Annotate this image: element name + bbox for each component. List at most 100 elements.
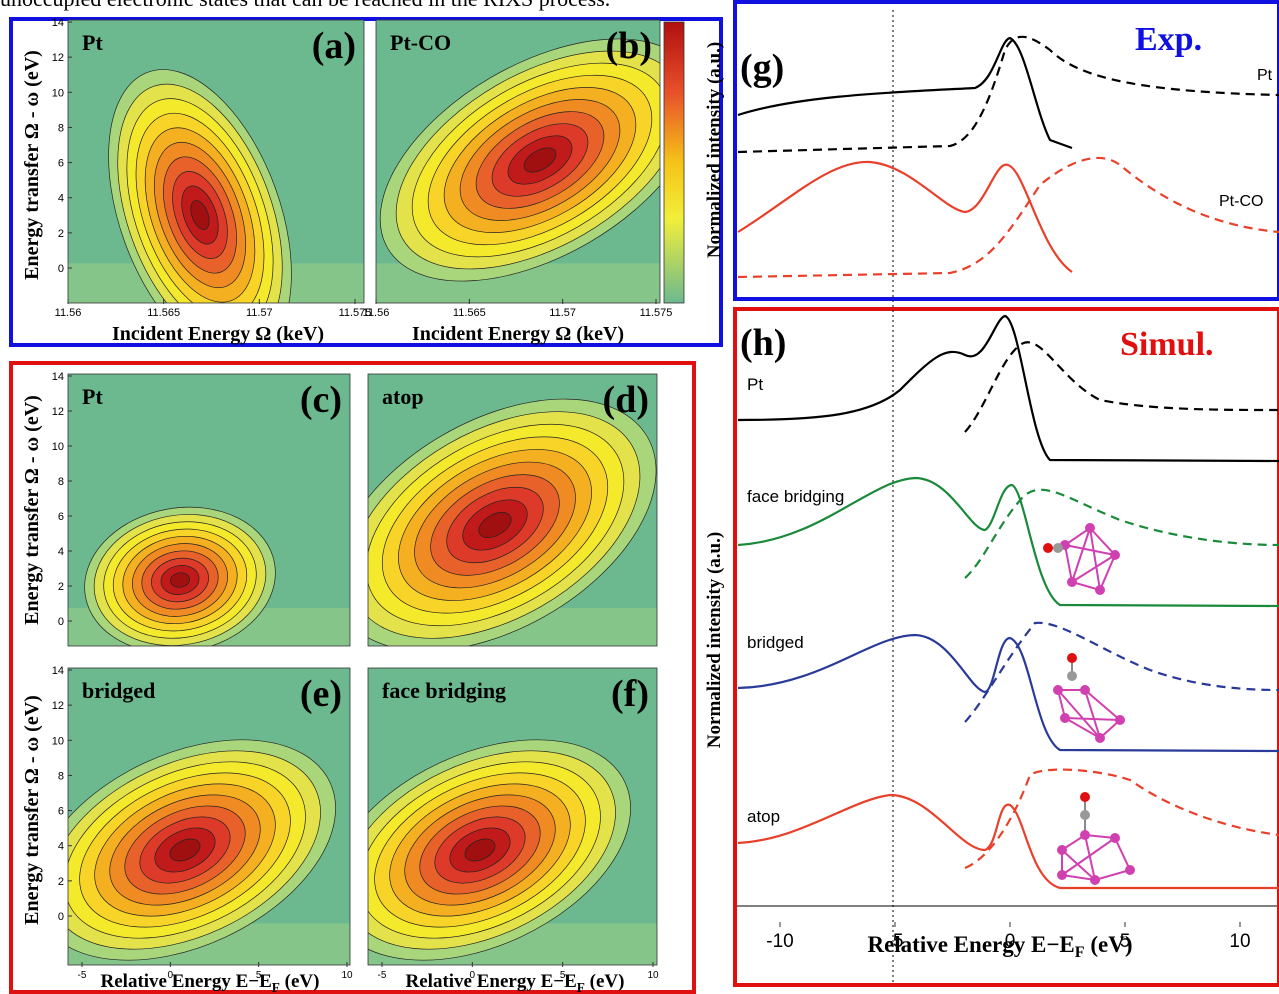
molecule-bridged xyxy=(1053,653,1125,743)
contour-layers xyxy=(376,20,660,303)
x-axis-label: Relative Energy E−EF (eV) xyxy=(867,932,1132,961)
curve xyxy=(964,341,1279,433)
curve xyxy=(737,314,1279,463)
label-text: Relative Energy E−E xyxy=(101,971,272,992)
contour-map xyxy=(367,373,658,647)
panel-label: (h) xyxy=(740,322,786,364)
frame xyxy=(375,19,661,304)
y-tick-label: 6 xyxy=(58,158,64,170)
label-sub: F xyxy=(272,980,280,994)
contour-layers xyxy=(368,374,657,646)
y-axis-label: Normalized intensity (a.u.) xyxy=(704,532,725,748)
contour-layers xyxy=(368,668,657,965)
curve xyxy=(737,633,1279,753)
panel-title: Exp. xyxy=(1135,21,1202,58)
x-tick-label: 11.565 xyxy=(453,307,486,319)
contour-map xyxy=(67,667,351,966)
frame xyxy=(67,667,351,966)
x-tick-label: -5 xyxy=(378,970,387,981)
x-tick-label: 11.565 xyxy=(147,307,180,319)
contour xyxy=(464,838,496,862)
label-unit: (eV) xyxy=(1085,932,1133,957)
y-axis-label: Energy transfer Ω - ω (eV) xyxy=(21,395,43,625)
frame xyxy=(67,19,365,304)
contour xyxy=(169,838,201,862)
y-tick-label: 14 xyxy=(52,665,64,677)
panel-label: (a) xyxy=(312,25,356,67)
y-tick-label: 4 xyxy=(58,841,64,853)
x-tick-label: 0 xyxy=(1005,931,1016,952)
frame xyxy=(367,667,658,966)
x-tick-label: 0 xyxy=(470,970,476,981)
x-tick-label: 11.575 xyxy=(339,307,372,319)
panel-tag: bridged xyxy=(82,678,155,703)
contour xyxy=(478,512,512,538)
curve xyxy=(964,768,1279,870)
curve-label: Pt xyxy=(1257,67,1273,84)
label-unit: (eV) xyxy=(585,971,625,992)
contour-map xyxy=(67,19,365,304)
x-tick-label: 11.56 xyxy=(55,307,82,319)
y-tick-label: 2 xyxy=(58,581,64,593)
curve xyxy=(737,156,1279,279)
x-tick-label: 11.56 xyxy=(363,307,390,319)
curves-h xyxy=(737,314,1279,890)
panel-tag: atop xyxy=(382,384,424,409)
label-unit: (eV) xyxy=(280,971,320,992)
contour xyxy=(170,572,190,588)
x-tick-label: -5 xyxy=(78,970,87,981)
x-tick-label: 10 xyxy=(647,970,659,981)
curve xyxy=(737,793,1279,890)
panel-tag: face bridging xyxy=(382,678,506,703)
curve-label: Pt xyxy=(747,375,763,394)
frame xyxy=(367,373,658,647)
curve-label: face bridging xyxy=(747,487,844,506)
y-axis-label: Energy transfer Ω - ω (eV) xyxy=(21,695,43,925)
y-tick-label: 14 xyxy=(52,17,64,29)
y-tick-label: 2 xyxy=(58,228,64,240)
curve xyxy=(737,36,1073,150)
molecule-face-bridging xyxy=(1043,523,1120,595)
x-tick-label: -5 xyxy=(887,931,904,952)
x-tick-label: 5 xyxy=(560,970,566,981)
contour xyxy=(190,200,210,230)
y-tick-label: 10 xyxy=(52,735,64,747)
label-sub: F xyxy=(1075,944,1085,961)
curve xyxy=(737,476,1279,608)
y-tick-label: 0 xyxy=(58,911,64,923)
frame-h xyxy=(733,307,1279,987)
y-tick-label: 6 xyxy=(58,806,64,818)
x-tick-label: 10 xyxy=(1229,931,1250,952)
panel-label: (c) xyxy=(300,379,342,421)
contour xyxy=(523,147,557,173)
y-tick-label: 12 xyxy=(52,52,64,64)
y-tick-label: 2 xyxy=(58,876,64,888)
frame-g xyxy=(733,0,1279,301)
y-tick-label: 4 xyxy=(58,546,64,558)
panel-label: (d) xyxy=(603,379,649,421)
curve-label: Pt-CO xyxy=(1219,193,1263,210)
molecule-atop xyxy=(1057,792,1135,885)
curves-g xyxy=(737,35,1279,279)
x-axis-label: Incident Energy Ω (keV) xyxy=(112,323,324,345)
y-tick-label: 8 xyxy=(58,122,64,134)
x-tick-label: 11.57 xyxy=(549,307,576,319)
y-tick-label: 10 xyxy=(52,87,64,99)
frame-bottom-left xyxy=(9,361,696,994)
contour-layers xyxy=(68,20,364,303)
x-axis-label: Relative Energy E−EF (eV) xyxy=(406,971,625,994)
x-tick-label: 10 xyxy=(341,970,353,981)
y-tick-label: 14 xyxy=(52,371,64,383)
curve xyxy=(737,35,1279,154)
frame-top-left xyxy=(9,17,723,347)
y-tick-label: 10 xyxy=(52,441,64,453)
panel-label: (e) xyxy=(300,673,342,715)
curve xyxy=(964,488,1279,579)
molecule-icons xyxy=(1043,523,1135,885)
curve xyxy=(737,160,1073,273)
y-axis-label: Normalized intensity (a.u.) xyxy=(704,42,725,258)
label-text: Relative Energy E−E xyxy=(867,932,1074,957)
contour-map xyxy=(375,19,661,304)
